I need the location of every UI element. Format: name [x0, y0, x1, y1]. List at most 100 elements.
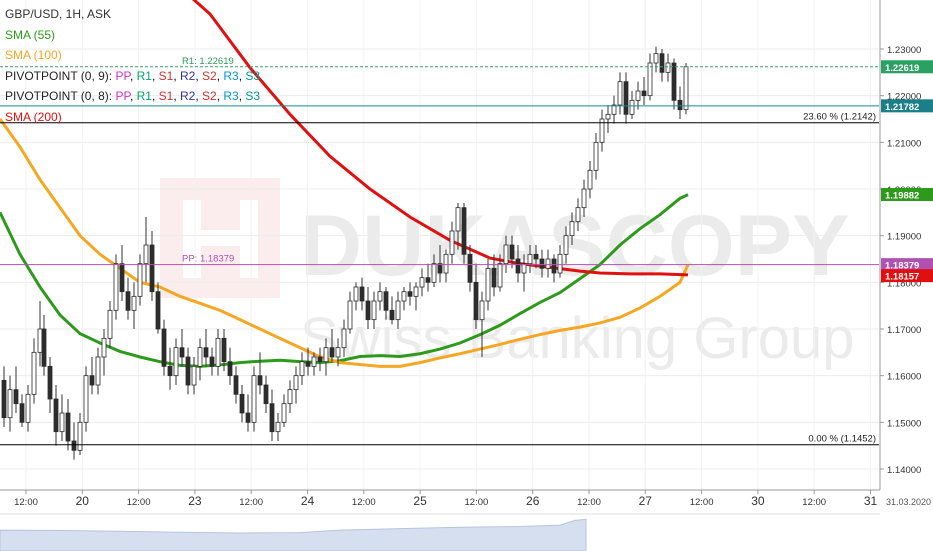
- candle-down: [47, 365, 53, 400]
- legend-pivot2-r1: R1: [136, 89, 152, 103]
- candle-down: [149, 244, 155, 293]
- watermark-logo-bar-right: [240, 200, 258, 278]
- price-tag-label: 1.18157: [885, 272, 919, 283]
- watermark-brand: DUKASCOPY: [300, 198, 850, 294]
- candle-up: [503, 244, 509, 265]
- time-axis-label: 12:00: [690, 497, 714, 508]
- candle-down: [209, 356, 215, 367]
- legend-pivot1[interactable]: PIVOTPOINT (0, 9): PP, R1, S1, R2, S2, R…: [5, 68, 261, 83]
- candle-down: [407, 291, 413, 297]
- candle-up: [25, 393, 31, 423]
- candle-down: [13, 389, 19, 405]
- candle-up: [449, 230, 455, 255]
- candle-down: [659, 53, 665, 73]
- price-tag-label: 1.22619: [885, 63, 919, 74]
- candle-up: [191, 365, 197, 386]
- candle-up: [455, 207, 461, 232]
- candle-up: [335, 347, 341, 358]
- candle-up: [215, 337, 221, 367]
- candle-up: [575, 207, 581, 223]
- time-axis-label: 12:00: [127, 497, 151, 508]
- candle-down: [509, 244, 515, 260]
- candle-up: [83, 375, 89, 423]
- candle-down: [623, 81, 629, 115]
- level-label-pp: PP: 1.18379: [182, 254, 234, 265]
- time-axis-label: 12:00: [802, 497, 826, 508]
- legend-pivot1-r3: R3: [223, 68, 239, 83]
- candle-down: [437, 263, 443, 274]
- candle-up: [593, 141, 599, 171]
- time-axis-label: 25: [413, 494, 427, 508]
- candle-down: [161, 328, 167, 367]
- candle-up: [635, 90, 641, 101]
- candle-down: [365, 300, 371, 321]
- price-axis-label: 1.18000: [887, 278, 921, 289]
- candle-up: [563, 235, 569, 255]
- candle-up: [197, 347, 203, 367]
- candle-down: [671, 62, 677, 101]
- level-label-r1: R1: 1.22619: [182, 56, 234, 67]
- candle-down: [461, 207, 467, 255]
- price-tag-1-18379: [881, 258, 933, 272]
- price-tag-1-19882: [881, 188, 933, 202]
- candle-up: [107, 309, 113, 339]
- candle-up: [113, 263, 119, 311]
- candle-up: [341, 328, 347, 349]
- candle-up: [293, 375, 299, 391]
- legend-pivot2-r2: R2: [180, 89, 196, 103]
- candle-up: [599, 118, 605, 143]
- candle-down: [359, 286, 365, 302]
- time-axis-label: 20: [76, 494, 90, 508]
- time-axis-label: 12:00: [577, 497, 601, 508]
- legend-sma100[interactable]: SMA (100): [5, 48, 62, 62]
- price-tag-1-22619: [881, 60, 933, 74]
- candle-up: [611, 104, 617, 115]
- candle-up: [275, 421, 281, 433]
- candle-down: [53, 398, 59, 433]
- candle-up: [521, 263, 527, 274]
- candle-up: [143, 244, 149, 265]
- candle-up: [31, 351, 37, 395]
- price-tag-label: 1.19882: [885, 191, 919, 202]
- candle-up: [617, 81, 623, 106]
- legend-pivot1-r2: R2: [180, 68, 196, 83]
- legend-sma55[interactable]: SMA (55): [5, 27, 56, 42]
- legend-pivot1-s1: S1: [158, 68, 174, 83]
- time-axis-label: 24: [301, 494, 315, 508]
- candle-down: [467, 253, 473, 283]
- candle-down: [383, 291, 389, 311]
- candle-up: [401, 291, 407, 302]
- price-axis-label: 1.22000: [887, 92, 921, 103]
- legend-pivot1-r1: R1: [136, 68, 152, 83]
- candle-down: [125, 291, 131, 311]
- candle-up: [95, 356, 101, 386]
- candle-down: [269, 403, 275, 433]
- watermark-tagline: Swiss Banking Group: [300, 306, 854, 371]
- sma-line-55: [0, 193, 689, 368]
- candle-down: [533, 253, 539, 260]
- price-tag-label: 1.18379: [885, 261, 919, 272]
- candle-up: [287, 389, 293, 405]
- volume-area: [0, 518, 587, 551]
- time-axis-label: 31: [864, 494, 878, 508]
- price-axis-label: 1.17000: [887, 325, 921, 336]
- candle-up: [371, 300, 377, 321]
- candle-up: [683, 66, 689, 111]
- level-label-fib-0: 0.00 % (1.1452): [808, 434, 876, 445]
- legend-pivot1-s3: S3: [245, 68, 261, 83]
- price-axis-label: 1.16000: [887, 372, 921, 383]
- legend-pivot2[interactable]: PIVOTPOINT (0, 8): PP, R1, S1, R2, S2, R…: [5, 89, 261, 103]
- candle-up: [413, 286, 419, 297]
- candle-down: [539, 258, 545, 269]
- candle-up: [37, 328, 43, 353]
- candle-up: [395, 300, 401, 321]
- time-axis-label: 27: [639, 494, 653, 508]
- candle-down: [641, 90, 647, 97]
- candle-down: [203, 347, 209, 358]
- legend-sma200[interactable]: SMA (200): [5, 109, 62, 124]
- time-axis-label: 30: [751, 494, 765, 508]
- candle-up: [137, 263, 143, 297]
